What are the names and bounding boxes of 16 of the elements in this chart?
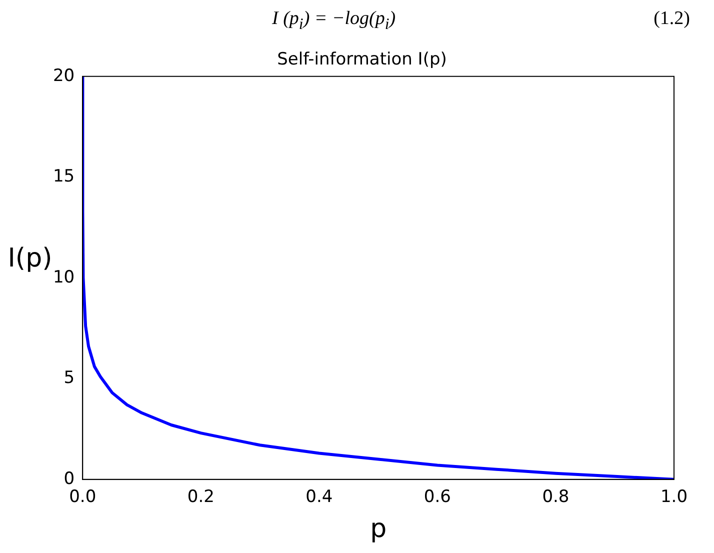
y-tick-label: 0 <box>64 468 75 489</box>
y-tick-label: 10 <box>52 267 75 288</box>
y-axis-title: I(p) <box>8 244 52 274</box>
y-tick-label: 15 <box>52 166 75 187</box>
x-axis-title: p <box>370 514 387 544</box>
x-tick-label: 0.2 <box>187 487 214 508</box>
text: (1.2) <box>654 8 690 30</box>
x-tick-label: 0.6 <box>424 487 451 508</box>
x-tick-label: 0.8 <box>542 487 570 508</box>
text: I (p$_{i}$) = −log(p$_{i}$) <box>272 8 396 34</box>
chart-title: Self-information I(p) <box>277 50 447 70</box>
x-tick-label: 0.0 <box>69 487 96 508</box>
x-tick-label: 1.0 <box>660 487 688 508</box>
y-tick-label: 20 <box>52 66 75 86</box>
y-tick-label: 5 <box>64 368 75 388</box>
x-tick-label: 0.4 <box>306 487 333 508</box>
